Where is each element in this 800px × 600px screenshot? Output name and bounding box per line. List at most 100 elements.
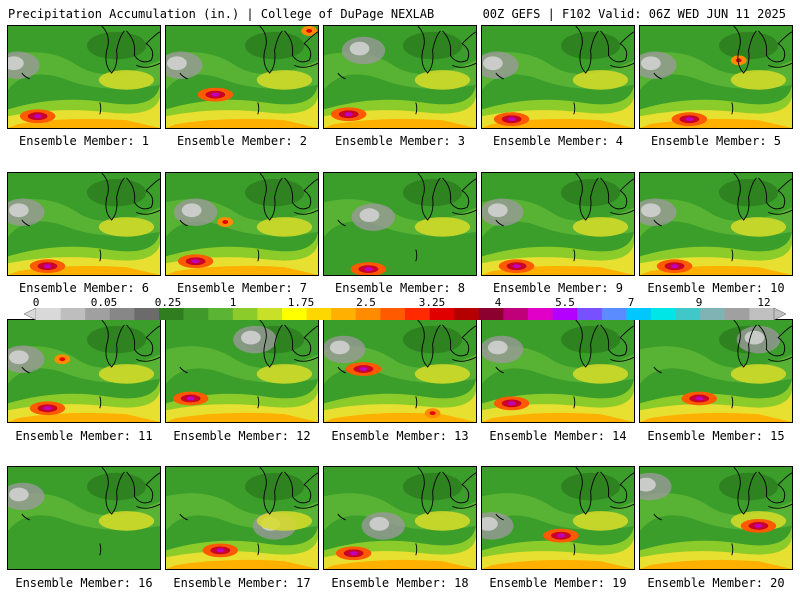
ensemble-member-label: Ensemble Member: 1 (18, 134, 150, 148)
colorbar-tick-label: 9 (695, 296, 703, 309)
colorbar-bin (208, 308, 234, 320)
coastline-outline (337, 320, 476, 409)
ensemble-member-label: Ensemble Member: 6 (18, 281, 150, 295)
ensemble-map-panel (323, 172, 477, 276)
ensemble-map-panel (639, 466, 793, 570)
colorbar-bin (60, 308, 86, 320)
precip-map (166, 467, 318, 569)
ensemble-member-label: Ensemble Member: 20 (647, 576, 785, 590)
colorbar-tick-label: 0.05 (90, 296, 118, 309)
coastline-outline (495, 320, 634, 409)
coastline-outline (21, 320, 160, 409)
precip-map (324, 26, 476, 128)
ensemble-member-label: Ensemble Member: 19 (489, 576, 627, 590)
colorbar-bin (675, 308, 701, 320)
coastline-outline (21, 173, 160, 262)
colorbar-bin (134, 308, 160, 320)
coastline-outline (337, 467, 476, 556)
colorbar-bin (626, 308, 652, 320)
coastline-outline (653, 320, 792, 409)
colorbar-bin (503, 308, 529, 320)
ensemble-map-panel (481, 319, 635, 423)
ensemble-map-panel (639, 319, 793, 423)
ensemble-member-label: Ensemble Member: 15 (647, 429, 785, 443)
coastline-outline (179, 320, 318, 409)
precip-map (482, 467, 634, 569)
colorbar-bin (36, 308, 61, 320)
ensemble-member-label: Ensemble Member: 8 (334, 281, 466, 295)
colorbar-tick-label: 7 (627, 296, 635, 309)
colorbar-tick-label: 0 (32, 296, 40, 309)
coastline-outline (21, 26, 160, 115)
colorbar-tick-label: 12 (757, 296, 771, 309)
ensemble-member-label: Ensemble Member: 3 (334, 134, 466, 148)
ensemble-member-label: Ensemble Member: 17 (173, 576, 311, 590)
ensemble-member-label: Ensemble Member: 11 (15, 429, 153, 443)
ensemble-map-panel (481, 25, 635, 129)
colorbar-bin (159, 308, 184, 320)
ensemble-map-panel (481, 172, 635, 276)
ensemble-map-panel (323, 319, 477, 423)
precip-map (640, 467, 792, 569)
ensemble-map-panel (323, 466, 477, 570)
ensemble-member-label: Ensemble Member: 16 (15, 576, 153, 590)
ensemble-member-label: Ensemble Member: 9 (492, 281, 624, 295)
colorbar-bin (380, 308, 406, 320)
colorbar-tick-label: 5.5 (555, 296, 575, 309)
colorbar-bin (306, 308, 332, 320)
precip-map (324, 173, 476, 275)
precip-map (166, 320, 318, 422)
ensemble-member-label: Ensemble Member: 7 (176, 281, 308, 295)
colorbar-bin (429, 308, 455, 320)
ensemble-member-label: Ensemble Member: 13 (331, 429, 469, 443)
ensemble-member-label: Ensemble Member: 18 (331, 576, 469, 590)
coastline-outline (495, 26, 634, 115)
precip-map (482, 173, 634, 275)
ensemble-map-panel (639, 25, 793, 129)
ensemble-member-label: Ensemble Member: 10 (647, 281, 785, 295)
ensemble-member-label: Ensemble Member: 12 (173, 429, 311, 443)
colorbar-tick-label: 3.25 (418, 296, 446, 309)
coastline-outline (653, 467, 792, 556)
ensemble-member-label: Ensemble Member: 5 (650, 134, 782, 148)
coastline-outline (495, 173, 634, 262)
precip-map (482, 320, 634, 422)
ensemble-member-label: Ensemble Member: 14 (489, 429, 627, 443)
ensemble-member-label: Ensemble Member: 2 (176, 134, 308, 148)
colorbar-bin (109, 308, 135, 320)
colorbar-bin (700, 308, 726, 320)
colorbar-tick-label: 2.5 (356, 296, 376, 309)
ensemble-map-panel (165, 466, 319, 570)
precip-colorbar (24, 308, 786, 320)
colorbar-bin (355, 308, 381, 320)
precip-map (8, 173, 160, 275)
ensemble-map-panel (165, 319, 319, 423)
coastline-outline (179, 173, 318, 262)
colorbar-tick-label: 4 (494, 296, 502, 309)
ensemble-map-panel (165, 25, 319, 129)
colorbar-bin (478, 308, 504, 320)
colorbar-bin (528, 308, 553, 320)
ensemble-map-panel (7, 466, 161, 570)
colorbar-bin (601, 308, 627, 320)
colorbar-bin (552, 308, 578, 320)
colorbar-bin (183, 308, 209, 320)
coastline-outline (21, 467, 160, 556)
colorbar-bin (85, 308, 111, 320)
coastline-outline (495, 467, 634, 556)
precip-map (324, 320, 476, 422)
colorbar-bin (232, 308, 258, 320)
coastline-outline (179, 26, 318, 115)
precip-map (166, 26, 318, 128)
coastline-outline (179, 467, 318, 556)
precip-map (640, 320, 792, 422)
ensemble-map-panel (7, 25, 161, 129)
colorbar-bin (454, 308, 480, 320)
precip-map (324, 467, 476, 569)
coastline-outline (337, 173, 476, 262)
colorbar-low-arrow (24, 308, 37, 320)
precip-map (8, 467, 160, 569)
colorbar-bin (577, 308, 603, 320)
colorbar-bin (257, 308, 283, 320)
run-valid-time: 00Z GEFS | F102 Valid: 06Z WED JUN 11 20… (482, 7, 786, 21)
